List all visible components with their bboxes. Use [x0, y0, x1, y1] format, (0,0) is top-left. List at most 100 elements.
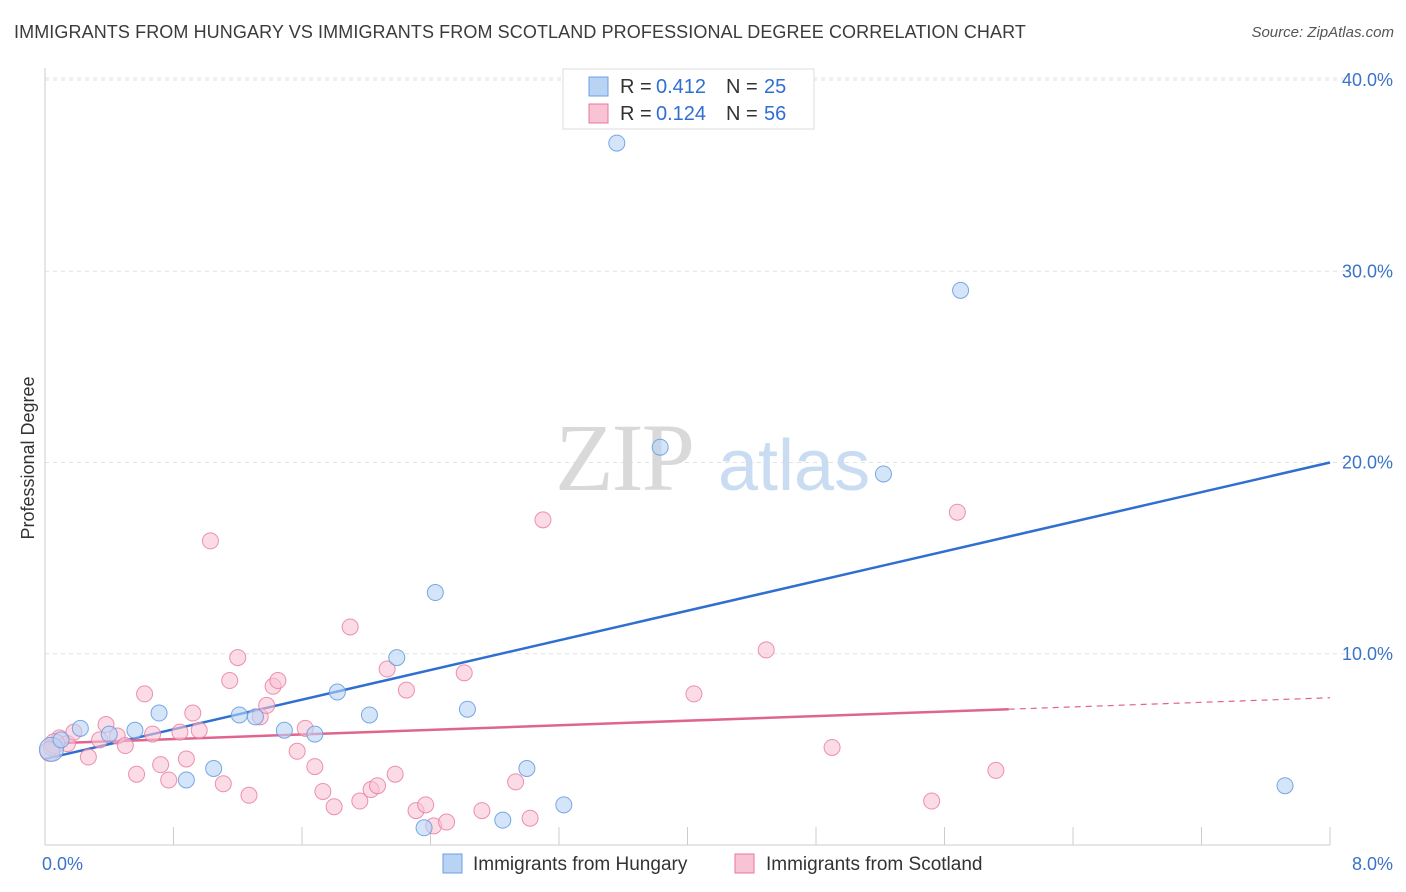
- point-scotland: [79, 748, 97, 766]
- point-scotland: [240, 786, 258, 804]
- point-scotland: [417, 796, 435, 814]
- point-scotland: [136, 685, 154, 703]
- point-hungary: [177, 771, 195, 789]
- x-tick-label: 8.0%: [1352, 854, 1393, 874]
- point-scotland: [128, 765, 146, 783]
- point-scotland: [507, 773, 525, 791]
- legend-r-label: R =: [620, 76, 652, 98]
- legend-n-value-scotland: 56: [764, 103, 786, 125]
- point-scotland: [325, 798, 343, 816]
- point-hungary: [100, 725, 118, 743]
- legend-n-label: N =: [726, 103, 758, 125]
- point-hungary: [230, 706, 248, 724]
- point-scotland: [397, 681, 415, 699]
- y-tick-label: 30.0%: [1342, 261, 1393, 281]
- point-scotland: [823, 738, 841, 756]
- point-scotland: [171, 723, 189, 741]
- point-scotland: [258, 696, 276, 714]
- point-scotland: [368, 777, 386, 795]
- point-scotland: [184, 704, 202, 722]
- axes: [44, 68, 1331, 846]
- point-scotland: [455, 664, 473, 682]
- y-axis-label: Professional Degree: [18, 376, 38, 539]
- point-scotland: [152, 756, 170, 774]
- point-hungary: [1276, 777, 1294, 795]
- chart-title: IMMIGRANTS FROM HUNGARY VS IMMIGRANTS FR…: [14, 22, 1027, 42]
- point-hungary: [328, 683, 346, 701]
- point-hungary: [555, 796, 573, 814]
- bottom-legend-hungary: Immigrants from Hungary: [473, 854, 688, 875]
- point-scotland: [378, 660, 396, 678]
- point-scotland: [288, 742, 306, 760]
- point-hungary: [275, 721, 293, 739]
- y-tick-label: 40.0%: [1342, 70, 1393, 90]
- legend-n-label: N =: [726, 76, 758, 98]
- point-hungary: [360, 706, 378, 724]
- point-hungary: [426, 584, 444, 602]
- x-tick-label: 0.0%: [42, 854, 83, 874]
- series-legend: Immigrants from Hungary Immigrants from …: [442, 853, 982, 875]
- point-scotland: [190, 721, 208, 739]
- bottom-legend-scotland: Immigrants from Scotland: [766, 854, 982, 875]
- point-hungary: [518, 760, 536, 777]
- legend-swatch-hungary: [588, 76, 609, 97]
- correlation-legend: R = 0.412 N = 25 R = 0.124 N = 56: [562, 68, 815, 130]
- tick-labels: 10.0% 20.0% 30.0% 40.0% 0.0% 8.0%: [42, 70, 1393, 874]
- point-scotland: [386, 765, 404, 783]
- point-scotland: [160, 771, 178, 789]
- point-scotland: [987, 761, 1005, 779]
- point-scotland: [214, 775, 232, 793]
- legend-swatch-scotland: [588, 103, 609, 124]
- point-scotland: [521, 809, 539, 827]
- gridlines: [45, 77, 1350, 655]
- point-hungary: [126, 721, 144, 739]
- point-hungary: [388, 649, 406, 667]
- legend-r-value-scotland: 0.124: [656, 103, 706, 125]
- y-tick-label: 20.0%: [1342, 453, 1393, 473]
- watermark-atlas: atlas: [718, 426, 870, 506]
- data-points: [38, 134, 1294, 837]
- point-hungary: [71, 719, 89, 737]
- legend-n-value-hungary: 25: [764, 76, 786, 98]
- point-hungary: [651, 438, 669, 456]
- point-scotland: [269, 672, 287, 690]
- point-scotland: [948, 503, 966, 521]
- watermark-zip: ZIP: [555, 404, 693, 511]
- point-scotland: [229, 649, 247, 667]
- legend-r-value-hungary: 0.412: [656, 76, 706, 98]
- point-scotland: [144, 725, 162, 743]
- point-scotland: [685, 685, 703, 703]
- point-hungary: [52, 731, 70, 749]
- bottom-legend-swatch-scotland: [734, 853, 755, 874]
- legend-r-label: R =: [620, 103, 652, 125]
- point-scotland: [221, 672, 239, 690]
- point-scotland: [923, 792, 941, 810]
- point-hungary: [306, 725, 324, 743]
- point-scotland: [314, 782, 332, 800]
- point-scotland: [351, 792, 369, 810]
- trend-line-scotland-extension: [1008, 697, 1331, 710]
- point-scotland: [341, 618, 359, 636]
- y-tick-label: 10.0%: [1342, 644, 1393, 664]
- point-scotland: [177, 750, 195, 768]
- point-scotland: [201, 532, 219, 550]
- point-hungary: [205, 760, 223, 777]
- point-scotland: [306, 758, 324, 776]
- bottom-legend-swatch-hungary: [442, 853, 463, 874]
- point-hungary: [494, 811, 512, 829]
- point-hungary: [874, 465, 892, 483]
- point-scotland: [757, 641, 775, 659]
- source-label: Source: ZipAtlas.com: [1251, 24, 1394, 41]
- point-hungary: [608, 134, 626, 152]
- point-hungary: [150, 704, 168, 722]
- point-scotland: [438, 813, 456, 831]
- point-hungary: [458, 700, 476, 718]
- point-hungary: [952, 281, 970, 299]
- point-scotland: [116, 737, 134, 755]
- point-hungary: [246, 708, 264, 726]
- point-scotland: [473, 802, 491, 820]
- point-hungary: [415, 819, 433, 837]
- trend-line-scotland: [44, 707, 1009, 745]
- point-scotland: [534, 511, 552, 529]
